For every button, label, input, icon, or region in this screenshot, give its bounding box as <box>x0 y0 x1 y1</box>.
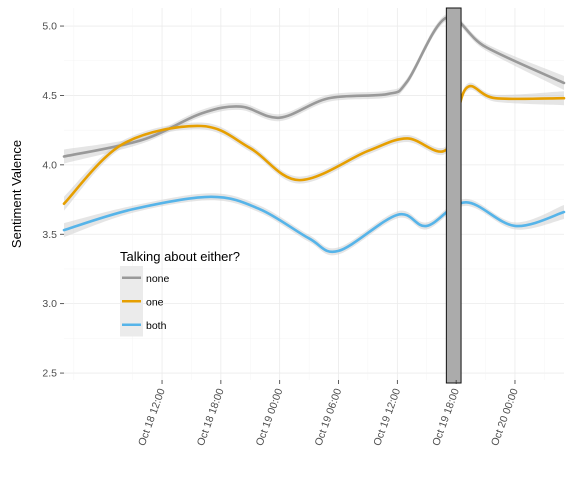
line-one <box>62 84 566 206</box>
y-tick-label: 4.5 <box>42 90 57 102</box>
legend-label-one: one <box>146 296 164 308</box>
grid <box>64 8 564 380</box>
y-axis: 2.5 3.0 3.5 4.0 4.5 5.0 <box>42 21 64 380</box>
y-tick-label: 3.0 <box>42 298 57 310</box>
y-tick-label: 3.5 <box>42 229 57 241</box>
highlight-rect <box>445 7 462 384</box>
y-tick-label: 5.0 <box>42 21 57 33</box>
legend-title: Talking about either? <box>120 249 240 264</box>
legend-label-none: none <box>146 273 170 285</box>
legend-label-both: both <box>146 320 167 332</box>
line-both <box>62 195 566 254</box>
y-tick-label: 2.5 <box>42 368 57 380</box>
y-tick-label: 4.0 <box>42 159 57 171</box>
highlight-group <box>445 7 462 384</box>
legend: Talking about either? none one both <box>120 249 240 337</box>
y-axis-title: Sentiment Valence <box>9 140 24 248</box>
ribbon-one <box>64 82 564 211</box>
